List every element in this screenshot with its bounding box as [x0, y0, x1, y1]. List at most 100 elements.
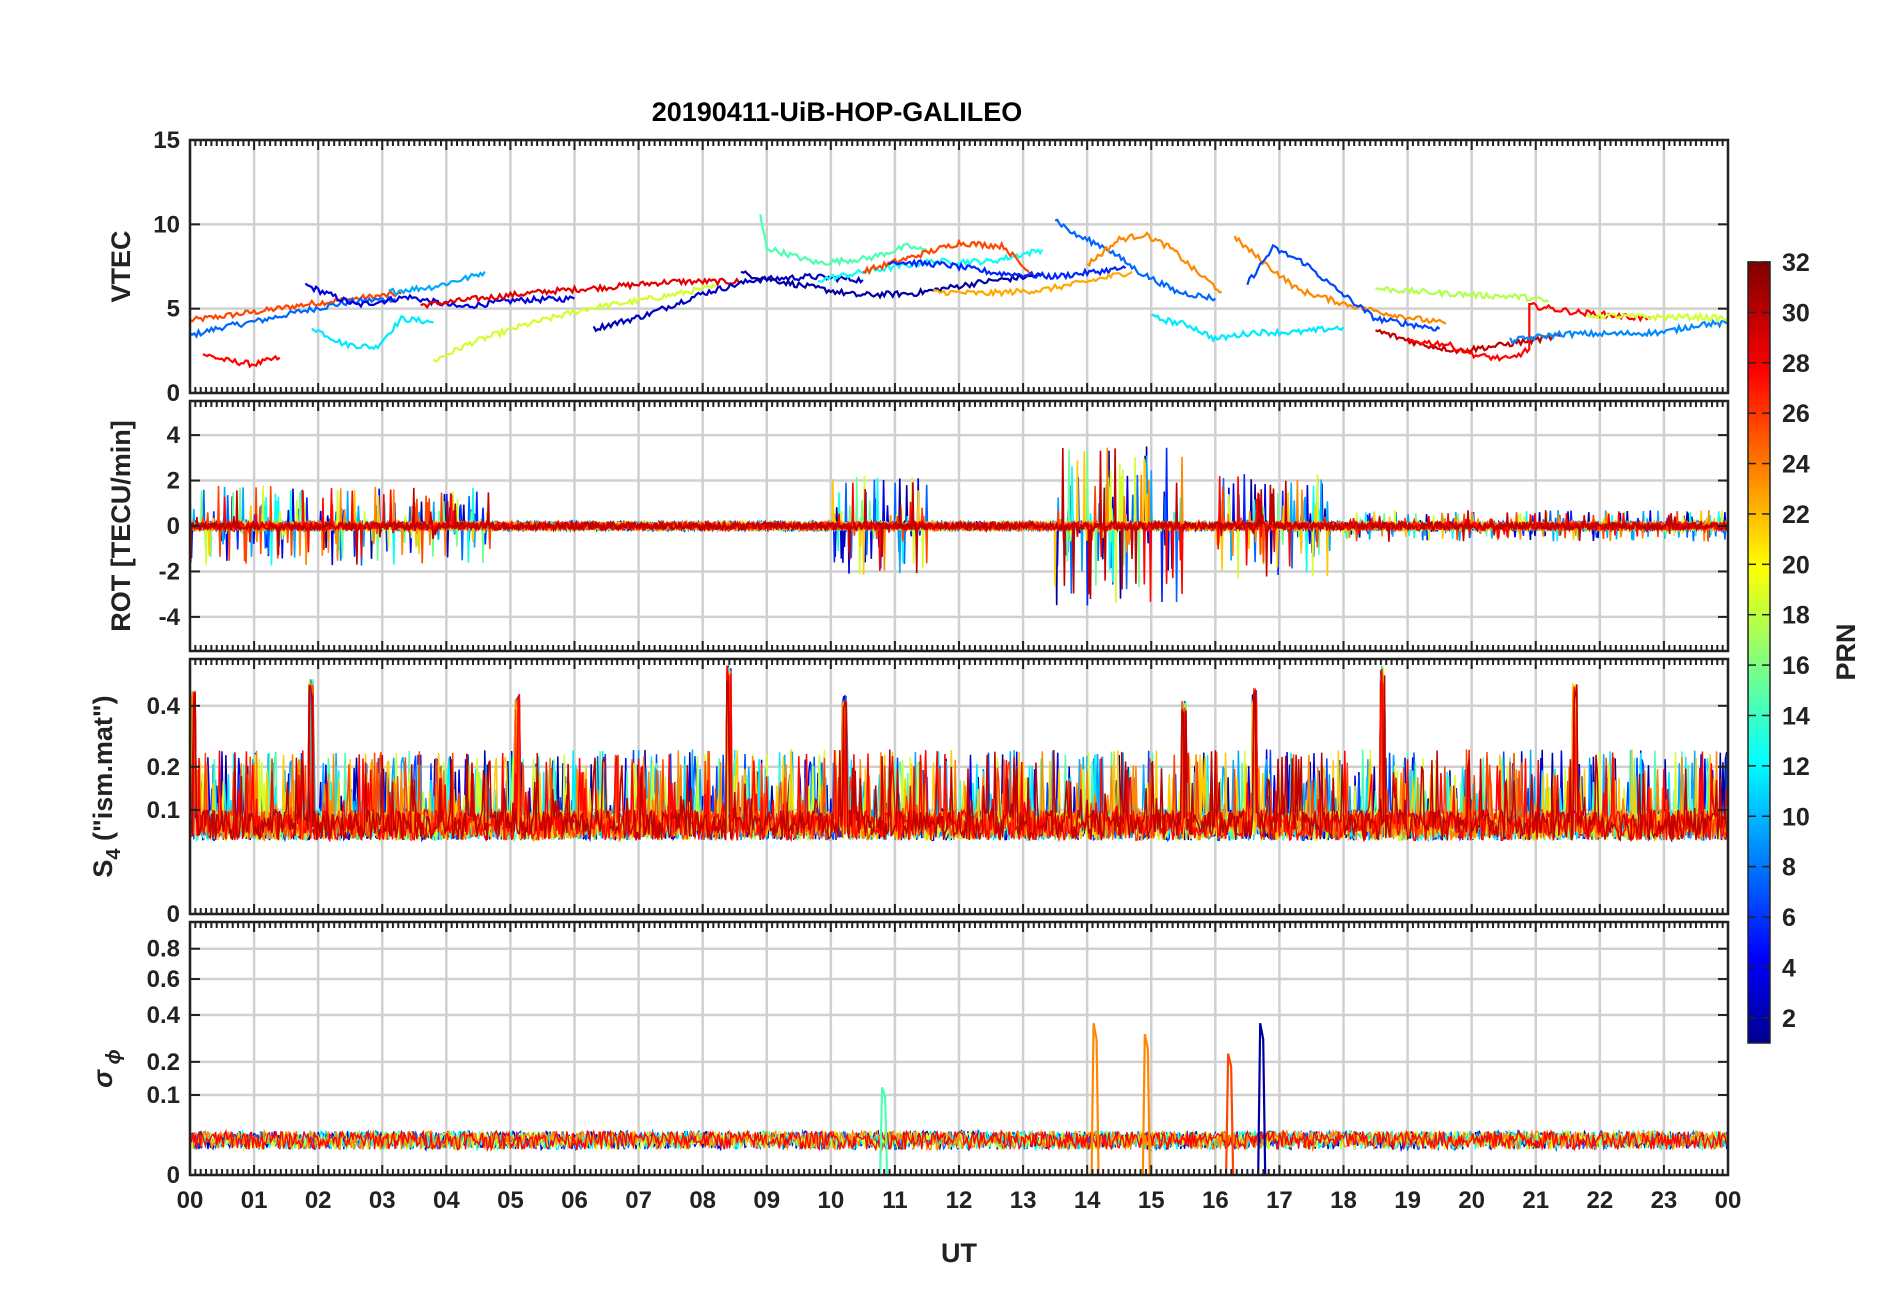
sigma-spike: [1257, 1022, 1267, 1176]
vtec-line-prn-18: [1375, 285, 1550, 303]
vtec-line-prn-7: [1246, 243, 1441, 332]
panel-vtec: 0 5 10 15 VTEC: [106, 127, 1730, 407]
x-ticks-rot: [189, 401, 1729, 651]
colorbar-tick-label: 26: [1782, 400, 1810, 428]
x-tick-label: 18: [1330, 1187, 1357, 1214]
x-axis-label: UT: [941, 1238, 977, 1268]
x-tick-label: 13: [1010, 1187, 1037, 1214]
x-tick-label: 15: [1138, 1187, 1165, 1214]
x-tick-label: 00: [177, 1187, 204, 1214]
colorbar-tick-label: 10: [1782, 803, 1810, 831]
colorbar-tick-label: 6: [1782, 904, 1796, 932]
vtec-line-prn-19: [432, 283, 717, 363]
y-tick-label-sigma_phi: 0.1: [147, 1082, 180, 1109]
colorbar-bar: [1747, 261, 1771, 1044]
colorbar-tick-label: 20: [1782, 551, 1810, 579]
vtec-line-prn-23: [932, 270, 1133, 298]
y-label-sub: 4: [103, 848, 125, 860]
colorbar-tick-label: 14: [1782, 702, 1810, 730]
y-label-sub: ϕ: [103, 1049, 125, 1070]
x-tick-label: 22: [1586, 1187, 1613, 1214]
colorbar-tick-label: 4: [1782, 954, 1796, 982]
s4-line-prn-28: [189, 665, 1729, 843]
x-ticks-sigma_phi: [189, 922, 1729, 1175]
x-tick-label: 03: [369, 1187, 396, 1214]
colorbar-tick-label: 30: [1782, 299, 1810, 327]
series-sigma_phi: [189, 1022, 1729, 1176]
colorbar-tick-label: 12: [1782, 753, 1810, 781]
y-tick-label-vtec: 10: [153, 211, 180, 238]
x-tick-label: 04: [433, 1187, 460, 1214]
colorbar-tick-label: 32: [1782, 249, 1810, 277]
colorbar-tick-label: 16: [1782, 652, 1810, 680]
y-tick-label-sigma_phi: 0.2: [147, 1049, 180, 1076]
x-tick-label: 10: [817, 1187, 844, 1214]
y-axis-label-rot: ROT [TECU/min]: [106, 420, 136, 631]
y-tick-label-rot: 4: [167, 422, 181, 449]
sigma-line-prn-19: [189, 1128, 1729, 1152]
y-tick-label-s4: 0: [167, 901, 180, 928]
y-axis-label-vtec: VTEC: [106, 230, 136, 302]
sigma-spike: [1225, 1053, 1235, 1176]
sigma-line-prn-28: [189, 1128, 1729, 1153]
x-tick-label: 01: [241, 1187, 268, 1214]
x-tick-label: 17: [1266, 1187, 1293, 1214]
vtec-line-prn-19: [1586, 310, 1729, 324]
vtec-line-prn-24: [1086, 230, 1222, 294]
y-tick-label-vtec: 5: [167, 296, 180, 323]
x-tick-label: 21: [1522, 1187, 1549, 1214]
sigma-spike: [879, 1087, 889, 1176]
vtec-line-prn-24: [1233, 235, 1447, 325]
vtec-line-prn-13: [817, 247, 1044, 283]
colorbar-tick-label: 8: [1782, 854, 1796, 882]
vtec-line-prn-6: [888, 258, 1127, 281]
x-tick-label: 09: [753, 1187, 780, 1214]
y-axis-label-s4: S4 ("ism.mat"): [88, 695, 125, 877]
vtec-line-prn-29: [420, 277, 742, 310]
y-tick-label-rot: 0: [167, 513, 180, 540]
colorbar-tick-label: 24: [1782, 451, 1810, 479]
x-tick-label: 20: [1458, 1187, 1485, 1214]
x-tick-label: 16: [1202, 1187, 1229, 1214]
vtec-line-prn-28: [202, 353, 281, 369]
x-tick-label: 08: [689, 1187, 716, 1214]
y-tick-label-sigma_phi: 0: [167, 1162, 180, 1189]
vtec-line-prn-2: [740, 270, 1043, 300]
vtec-line-prn-12: [1151, 313, 1345, 344]
panel-s4: 0 0.1 0.2 0.4 S4 ("ism.mat"): [88, 657, 1730, 928]
y-label-main: S: [88, 860, 118, 878]
sigma-spike: [1090, 1022, 1100, 1176]
x-tick-label: 12: [946, 1187, 973, 1214]
series-rot: [189, 446, 1728, 606]
sigma-spike: [1141, 1033, 1151, 1176]
y-tick-label-sigma_phi: 0.6: [147, 966, 180, 993]
vtec-line-prn-12: [311, 314, 434, 351]
y-tick-label-sigma_phi: 0.8: [147, 936, 180, 963]
x-tick-label: 05: [497, 1187, 524, 1214]
vtec-line-prn-3: [592, 272, 864, 333]
x-tick-label: 14: [1074, 1187, 1101, 1214]
y-tick-label-s4: 0.2: [147, 754, 180, 781]
y-tick-label-rot: 2: [167, 468, 180, 495]
vtec-line-prn-4: [304, 282, 575, 310]
series-s4: [189, 665, 1729, 843]
y-label-main: σ: [88, 1069, 118, 1088]
y-tick-label-s4: 0.4: [147, 693, 181, 720]
panel-sigma_phi: 0 0.1 0.2 0.4 0.6 0.8 σ ϕ: [88, 920, 1730, 1189]
vtec-line-prn-8: [1054, 218, 1217, 302]
vtec-line-prn-9: [1509, 318, 1729, 345]
panels: 0 5 10 15 VTEC -4 -2 0 2 4 ROT [TECU/min] 0 0.1 0.2 0.…: [88, 127, 1730, 1189]
y-tick-label-rot: -2: [159, 558, 180, 585]
s4-line-prn-30: [189, 675, 1729, 843]
colorbar-tick-label: 22: [1782, 501, 1810, 529]
colorbar-tick-label: 28: [1782, 350, 1810, 378]
vtec-line-prn-10: [388, 271, 486, 296]
x-tick-label: 19: [1394, 1187, 1421, 1214]
vtec-line-prn-8: [189, 295, 396, 339]
x-tick-labels: 00 01 02 03 04 05 06 07 08 09 10 11 12 13 14 15 16 17 18 19…: [177, 1187, 1742, 1214]
series-vtec: [189, 214, 1729, 369]
x-tick-label: 06: [561, 1187, 588, 1214]
x-tick-label: 02: [305, 1187, 332, 1214]
